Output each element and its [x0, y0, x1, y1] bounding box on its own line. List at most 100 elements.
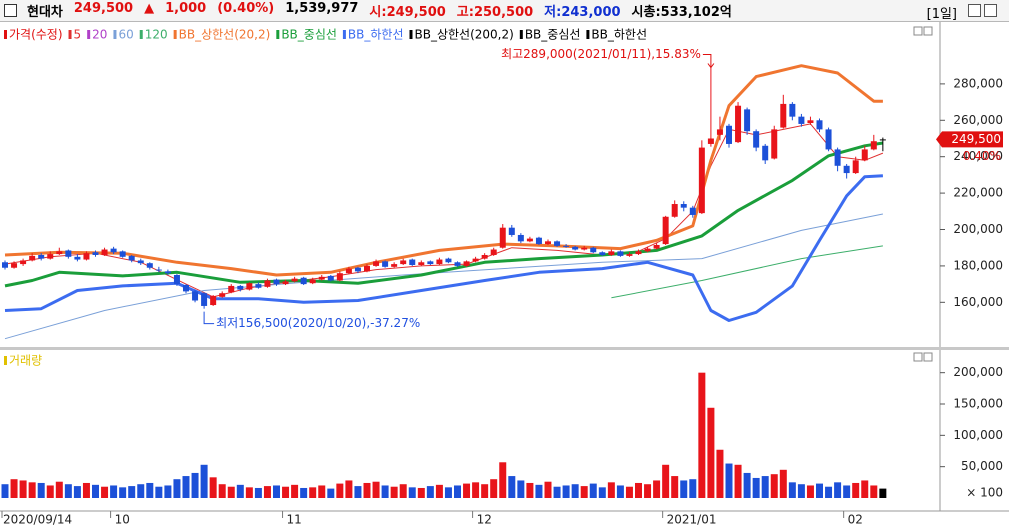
- candle-body: [237, 285, 244, 290]
- volume-bar: [19, 480, 27, 498]
- legend-marker: [87, 30, 91, 39]
- volume-bar: [716, 449, 724, 498]
- volume-bar: [671, 476, 679, 498]
- candle-body: [870, 141, 877, 150]
- volume-bar: [662, 464, 670, 498]
- volume-bar: [1, 484, 9, 498]
- panel-divider: [0, 347, 1009, 350]
- panel-button[interactable]: [913, 352, 923, 362]
- candle-body: [273, 279, 280, 285]
- candle-body: [879, 139, 886, 141]
- candle-body: [291, 278, 298, 282]
- indicator-line: [4, 174, 883, 322]
- price-tag: 249,500: [951, 132, 1001, 146]
- legend-marker: [586, 30, 590, 39]
- volume-bar: [92, 484, 99, 498]
- x-tick-label: 2021/01: [667, 513, 717, 527]
- volume-bar: [309, 487, 317, 498]
- candle-body: [726, 125, 732, 144]
- candle-body: [735, 105, 742, 143]
- candle-body: [119, 251, 126, 257]
- volume-bar: [119, 487, 127, 498]
- y-tick-label: 220,000: [953, 186, 1003, 200]
- candle-body: [336, 273, 343, 281]
- volume-bar: [834, 482, 842, 498]
- volume-bar: [852, 482, 860, 498]
- legend-marker: [139, 30, 143, 39]
- volume-bar: [580, 486, 588, 498]
- candle-body: [554, 241, 561, 246]
- checkbox[interactable]: [4, 4, 17, 17]
- legend-label: 20: [92, 28, 107, 42]
- candle-body: [771, 129, 778, 159]
- volume-bar: [444, 487, 452, 498]
- candle-body: [608, 251, 615, 255]
- maximize-button[interactable]: [968, 4, 981, 17]
- period[interactable]: [1일]: [926, 7, 957, 22]
- volume-bar: [607, 482, 615, 498]
- panel-button[interactable]: [923, 26, 933, 36]
- candle-body: [246, 283, 253, 290]
- legend-label: 가격(수정): [9, 28, 63, 42]
- candle-body: [662, 216, 669, 245]
- candle-body: [780, 103, 787, 128]
- close-button[interactable]: [984, 4, 997, 17]
- panel-button[interactable]: [923, 352, 933, 362]
- candle-body: [74, 256, 81, 260]
- volume-bar: [761, 476, 769, 498]
- indicator-line: [4, 123, 884, 298]
- volume-bar: [236, 484, 244, 498]
- candle-body: [861, 149, 868, 161]
- volume-bar: [336, 483, 344, 498]
- candle-body: [481, 254, 488, 259]
- volume-bar: [806, 485, 814, 498]
- candle-body: [255, 284, 262, 288]
- volume-bar: [472, 482, 480, 498]
- quote-items: 현대차 249,500 ▲ 1,000 (0.40%) 1,539,977 시:249,50…: [27, 1, 743, 20]
- candle-body: [789, 103, 796, 117]
- volume-bar: [245, 487, 253, 498]
- candle-body: [707, 138, 714, 144]
- volume-bar: [752, 477, 760, 498]
- legend-label: BB_하한선: [348, 28, 404, 42]
- legend-marker: [68, 30, 72, 39]
- quote-item: 1,000: [165, 1, 207, 16]
- candle-body: [535, 237, 542, 245]
- volume-bar: [10, 479, 18, 498]
- candle-body: [680, 204, 687, 208]
- candle-body: [155, 269, 162, 271]
- candle-body: [644, 248, 651, 252]
- annotation-arrow: [702, 54, 712, 68]
- candle-body: [137, 260, 144, 264]
- volume-bar: [182, 476, 190, 498]
- volume-bar: [562, 485, 570, 498]
- candle-body: [56, 251, 63, 255]
- volume-bar: [553, 486, 561, 498]
- candle-body: [65, 250, 72, 257]
- volume-bar: [291, 484, 299, 498]
- y-tick-label: 150,000: [953, 397, 1003, 411]
- candle-body: [228, 285, 235, 293]
- candle-body: [345, 268, 352, 274]
- chart: 160,000 180,000 200,000 220,000 240,000 260,0…: [0, 22, 1009, 529]
- volume-bar: [797, 484, 805, 498]
- volume-bar: [698, 372, 706, 498]
- volume-bar: [417, 487, 425, 498]
- panel-button[interactable]: [913, 26, 923, 36]
- volume-bar: [734, 464, 742, 498]
- candle-body: [816, 120, 823, 130]
- candle-body: [626, 254, 633, 256]
- volume-bar: [653, 480, 661, 498]
- legend-label: 5: [74, 28, 82, 42]
- candle-body: [834, 149, 841, 166]
- volume-bar: [101, 486, 109, 498]
- candle-body: [807, 120, 814, 124]
- volume-bar: [82, 482, 90, 498]
- volume-bar: [635, 482, 642, 498]
- volume-bar: [73, 486, 81, 498]
- candle-body: [373, 261, 380, 266]
- candle-body: [110, 248, 117, 253]
- candle-body: [300, 277, 307, 285]
- candle-body: [825, 129, 832, 150]
- header-bar: 현대차 249,500 ▲ 1,000 (0.40%) 1,539,977 시:249,50…: [0, 0, 1009, 22]
